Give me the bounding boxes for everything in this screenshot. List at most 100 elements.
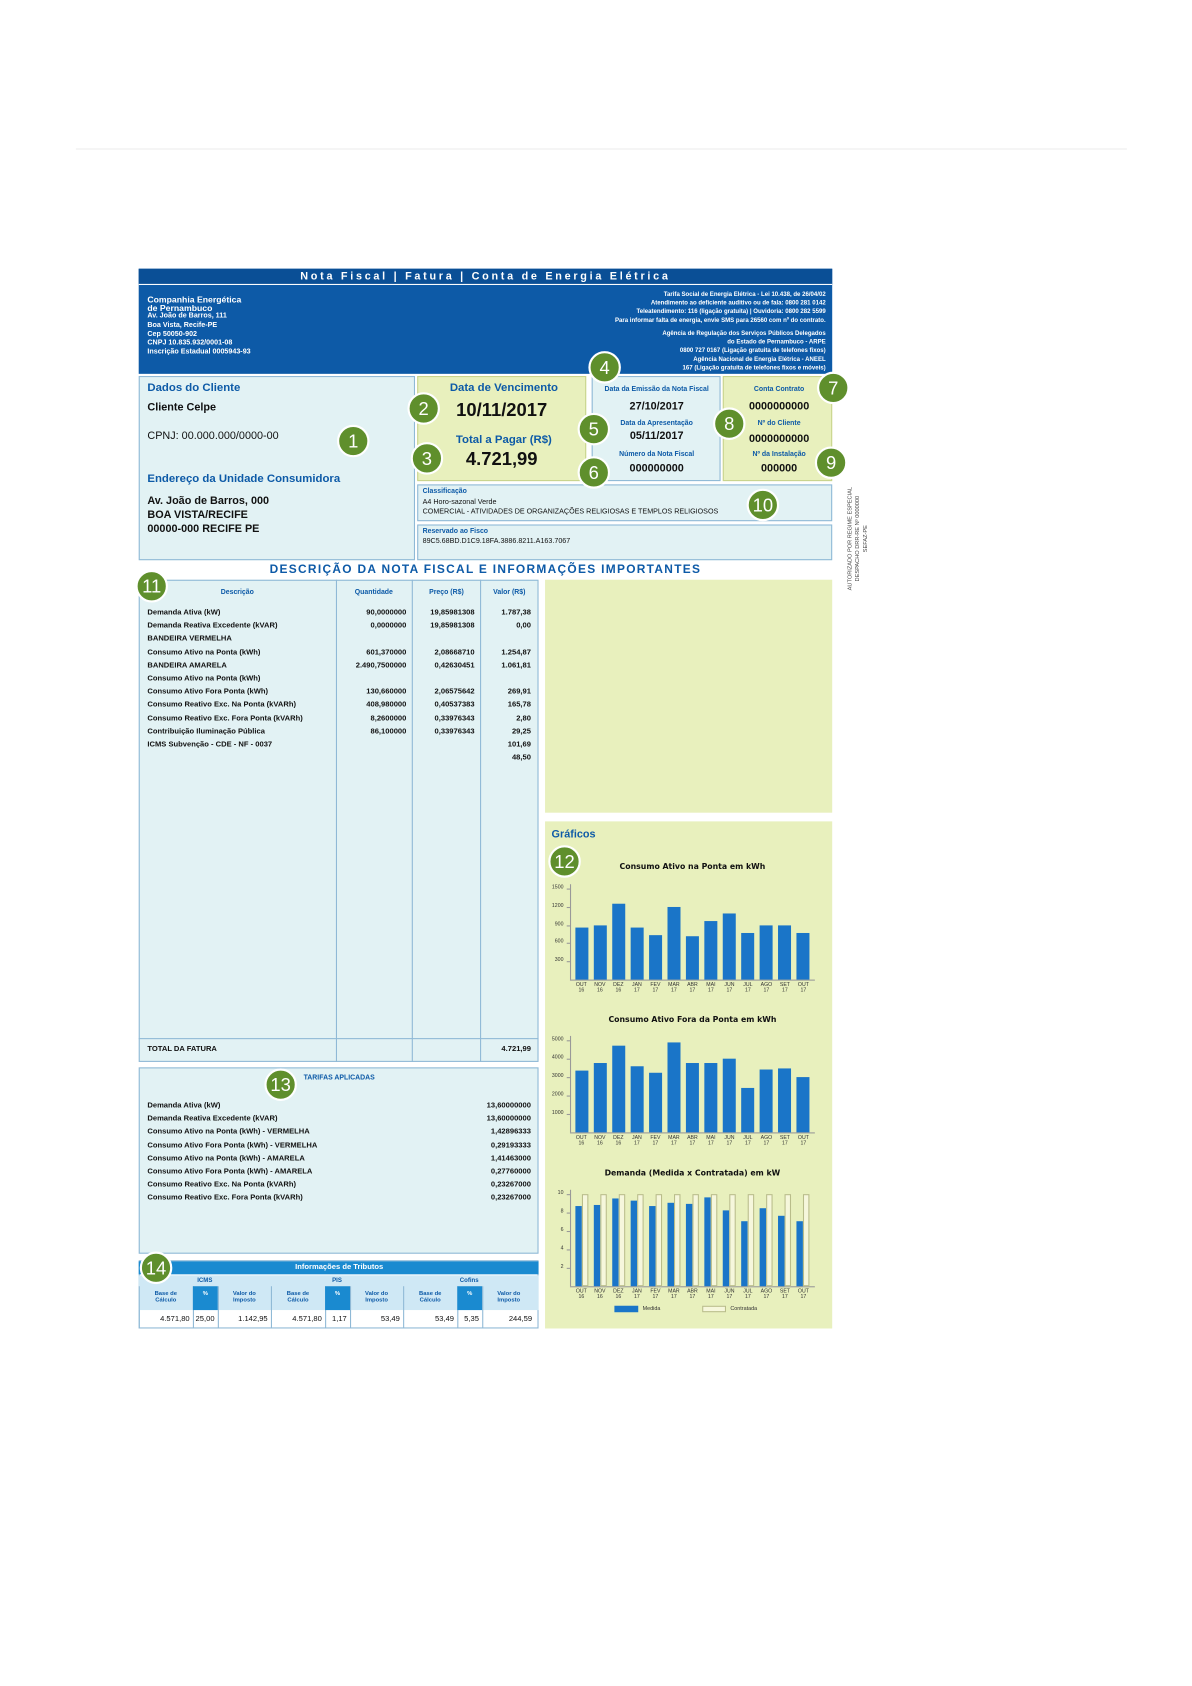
bar (667, 1202, 674, 1287)
company-line: Companhia Energética (147, 294, 242, 305)
bar (618, 1194, 625, 1287)
bar (741, 1220, 748, 1287)
total-amount: 4.721,99 (501, 1045, 531, 1054)
tax-percent-bg (457, 1286, 483, 1311)
fisco-box (417, 524, 833, 561)
tax-percent-bg (325, 1286, 351, 1311)
annotation-marker: 12 (548, 845, 581, 878)
bar (581, 1194, 588, 1287)
presentation-date: 05/11/2017 (629, 430, 684, 443)
x-tick-label: JAN 17 (631, 1289, 642, 1301)
tick-mark (566, 1095, 570, 1097)
classification-line: A4 Horo-sazonal Verde (422, 498, 497, 507)
bar (722, 913, 736, 980)
x-tick-label: DEZ 16 (613, 1135, 624, 1147)
total-label: TOTAL DA FATURA (147, 1045, 217, 1054)
tax-column-header: Valor do Imposto (232, 1290, 256, 1304)
bar (574, 927, 588, 980)
table-cell: 1.787,38 (501, 608, 531, 617)
tariff-value: 1,42896333 (490, 1128, 531, 1137)
bar (803, 1194, 810, 1287)
tariff-name: Consumo Ativo Fora Ponta (kWh) - VERMELH… (147, 1141, 318, 1150)
authorization-line: AUTORIZADO POR REGIME ESPECIAL (847, 487, 854, 591)
tax-column-header: Valor do Imposto (497, 1290, 521, 1304)
contact-line: Teleatendimento: 116 (ligação gratuita) … (636, 308, 826, 316)
x-tick-label: OUT 16 (575, 1135, 587, 1147)
legend-label: Contratada (730, 1305, 758, 1313)
bar (611, 903, 625, 980)
bar (784, 1194, 792, 1287)
table-cell: Consumo Reativo Exc. Na Ponta (kVARh) (147, 701, 297, 710)
table-cell: BANDEIRA VERMELHA (147, 635, 232, 643)
x-tick-label: MAR 17 (668, 1289, 680, 1301)
tick-mark (566, 1113, 570, 1116)
legend-swatch (614, 1305, 639, 1313)
tax-cell-border (270, 1286, 325, 1329)
table-cell: 408,980000 (366, 701, 407, 710)
x-tick-label: DEZ 16 (613, 1289, 624, 1301)
table-cell: Consumo Ativo Fora Ponta (kWh) (147, 688, 269, 696)
company-line: Cep 50050-902 (147, 330, 198, 338)
tax-value: 1,17 (331, 1315, 347, 1324)
bar (778, 1068, 792, 1133)
table-cell: Contribuição Iluminação Pública (147, 727, 265, 736)
tax-value: 4.571,80 (292, 1315, 322, 1324)
annotation-marker: 9 (814, 446, 848, 479)
table-cell: 269,91 (507, 688, 531, 696)
company-line: Inscrição Estadual 0005943-93 (147, 348, 251, 356)
payment-box (417, 376, 587, 482)
tax-percent-bg (192, 1286, 218, 1311)
x-tick-label: JAN 17 (631, 982, 642, 994)
x-tick-label: NOV 16 (594, 1289, 606, 1301)
annotation-marker: 10 (746, 488, 780, 522)
y-tick-label: 5000 (551, 1037, 564, 1043)
tax-value: 244,59 (508, 1315, 533, 1324)
tax-column-header: % (334, 1290, 341, 1298)
contract-label: Conta Contrato (753, 385, 805, 394)
bar (648, 1072, 662, 1133)
axis-line (569, 884, 572, 980)
bar (611, 1198, 619, 1287)
bar (759, 924, 773, 980)
x-tick-label: OUT 17 (797, 982, 809, 994)
x-tick-label: NOV 16 (594, 982, 606, 994)
header-bar (138, 268, 833, 374)
info-block (545, 579, 833, 813)
x-tick-label: MAR 17 (668, 982, 680, 994)
table-cell: 601,370000 (366, 648, 407, 657)
total-label: Total a Pagar (R$) (455, 433, 552, 447)
bar (704, 920, 718, 980)
tick-mark (566, 1040, 570, 1042)
description-table (138, 579, 539, 1062)
x-tick-label: JUL 17 (743, 1289, 753, 1301)
tax-column-header: % (202, 1290, 208, 1298)
table-cell: Consumo Ativo na Ponta (kWh) (147, 675, 261, 683)
charts-title: Gráficos (551, 828, 596, 841)
x-tick-label: ABR 17 (687, 1289, 698, 1301)
bar (759, 1207, 767, 1287)
annotation-marker: 6 (577, 456, 611, 489)
x-tick-label: JAN 17 (631, 1135, 642, 1147)
bar (655, 1194, 662, 1287)
bar (574, 1206, 582, 1287)
bar (704, 1063, 718, 1133)
x-tick-label: ABR 17 (687, 982, 698, 994)
x-tick-label: JUL 17 (743, 1135, 753, 1147)
x-tick-label: OUT 17 (797, 1289, 809, 1301)
tick-mark (566, 961, 570, 963)
x-tick-label: MAI 17 (706, 1289, 716, 1301)
bar (574, 1070, 588, 1133)
bar (599, 1194, 607, 1287)
tick-mark (566, 1194, 570, 1196)
tax-value: 53,49 (435, 1315, 455, 1324)
bar (722, 1058, 736, 1133)
x-tick-label: JUN 17 (724, 1289, 735, 1301)
axis-line (569, 1035, 572, 1133)
total-line (138, 1038, 539, 1040)
tariff-value: 1,41463000 (490, 1154, 531, 1163)
table-cell: Demanda Reativa Excedente (kVAR) (147, 622, 278, 630)
tick-mark (566, 1058, 570, 1060)
classification-label: Classificação (422, 487, 467, 496)
table-cell: Consumo Reativo Exc. Fora Ponta (kVARh) (147, 714, 303, 723)
column-line (335, 579, 337, 1062)
